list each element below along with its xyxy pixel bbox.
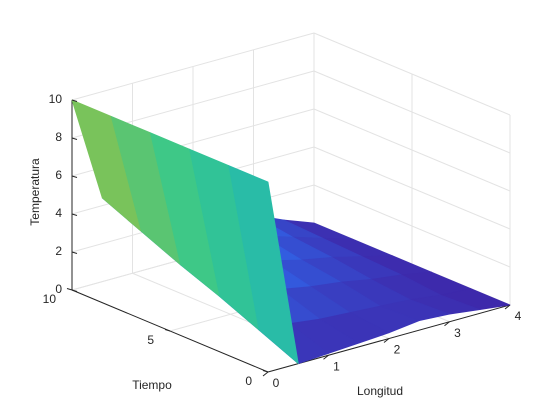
grid-line (313, 70, 511, 154)
x-tick (444, 321, 450, 327)
z-tick-label: 4 (55, 206, 62, 220)
z-tick (71, 99, 78, 102)
z-tick (71, 213, 78, 216)
x-tick-label: 3 (454, 326, 461, 340)
z-tick-label: 6 (55, 168, 62, 182)
surface-patch (228, 165, 299, 365)
x-tick-label: 4 (515, 309, 522, 323)
y-tick-label: 10 (43, 292, 57, 306)
z-tick-label: 8 (55, 130, 62, 144)
grid-line (313, 108, 511, 192)
grid-line (313, 146, 511, 230)
x-axis-label: Longitud (357, 384, 403, 398)
x-tick (323, 354, 329, 360)
z-tick-label: 2 (55, 244, 62, 258)
x-tick (262, 371, 269, 377)
z-tick (71, 251, 78, 254)
grid-line (313, 32, 511, 116)
z-tick (71, 137, 78, 140)
y-tick-label: 0 (245, 374, 252, 388)
x-tick-label: 2 (394, 343, 401, 357)
grid-line (71, 32, 315, 101)
x-tick-label: 0 (273, 376, 280, 390)
x-tick-label: 1 (333, 359, 340, 373)
z-tick (71, 289, 78, 292)
z-tick (71, 175, 78, 178)
z-axis-label: Temperatura (28, 158, 42, 226)
y-tick-label: 5 (147, 333, 154, 347)
z-tick-label: 10 (49, 92, 63, 106)
y-tick (66, 288, 73, 291)
z-tick-label: 0 (55, 282, 62, 296)
y-axis-label: Tiempo (132, 378, 172, 392)
y-tick (164, 329, 171, 332)
y-tick (262, 370, 269, 373)
x-tick (504, 304, 511, 310)
grid-line (313, 184, 511, 268)
x-tick (383, 338, 390, 343)
